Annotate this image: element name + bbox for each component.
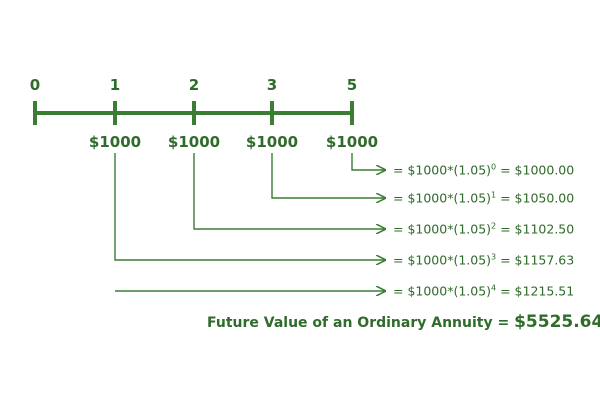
equation: = $1000*(1.05)3 = $1157.63 <box>393 253 574 268</box>
period-label: 3 <box>267 76 277 94</box>
equation: = $1000*(1.05)4 = $1215.51 <box>393 284 574 299</box>
equation-result: = $1102.50 <box>496 222 574 237</box>
connector-arrow <box>271 153 385 198</box>
period-label: 5 <box>347 76 357 94</box>
equation: = $1000*(1.05)0 = $1000.00 <box>393 163 574 178</box>
equation-exponent: 3 <box>491 253 496 262</box>
payment-amount: $1000 <box>246 133 298 151</box>
equation: = $1000*(1.05)2 = $1102.50 <box>393 222 574 237</box>
equation-exponent: 0 <box>491 163 496 172</box>
equation-result: = $1157.63 <box>496 253 574 268</box>
equation-base: = $1000*(1.05) <box>393 191 491 206</box>
total: Future Value of an Ordinary Annuity = $5… <box>207 312 600 332</box>
equation: = $1000*(1.05)1 = $1050.00 <box>393 191 574 206</box>
equation-base: = $1000*(1.05) <box>393 163 491 178</box>
period-label: 0 <box>30 76 40 94</box>
payment-amount: $1000 <box>89 133 141 151</box>
equation-exponent: 4 <box>491 284 496 293</box>
equation-result: = $1050.00 <box>496 191 574 206</box>
payment-amount: $1000 <box>168 133 220 151</box>
equation-result: = $1215.51 <box>496 284 574 299</box>
period-label: 2 <box>189 76 199 94</box>
connector-arrow <box>193 153 385 229</box>
connector-arrow <box>351 153 385 170</box>
equation-result: = $1000.00 <box>496 163 574 178</box>
equation-exponent: 2 <box>491 222 496 231</box>
payment-amount: $1000 <box>326 133 378 151</box>
equation-base: = $1000*(1.05) <box>393 253 491 268</box>
equation-base: = $1000*(1.05) <box>393 284 491 299</box>
connector-arrow <box>114 153 385 260</box>
total-value: $5525.64 <box>514 312 600 332</box>
equation-base: = $1000*(1.05) <box>393 222 491 237</box>
total-label: Future Value of an Ordinary Annuity = <box>207 315 509 331</box>
period-label: 1 <box>110 76 120 94</box>
equation-exponent: 1 <box>491 191 496 200</box>
